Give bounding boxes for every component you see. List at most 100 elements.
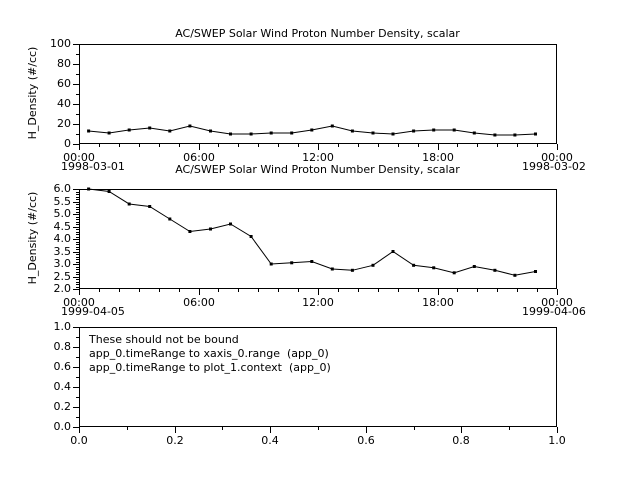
- plot-0-x-tick-label: 18:00: [422, 151, 454, 164]
- plot-1-y-minor-tick: [76, 199, 79, 200]
- plot-1-y-major-tick: [73, 252, 79, 253]
- plot-0-x-end-date: 1998-03-02: [522, 160, 586, 173]
- plot-1-y-major-tick: [73, 214, 79, 215]
- plot-1-y-tick-label: 3.5: [53, 245, 72, 258]
- plot-0-y-tick-label: 60: [57, 77, 71, 90]
- plot-2-frame[interactable]: [79, 327, 557, 427]
- plot-1-y-tick-label: 5.5: [53, 195, 72, 208]
- plot-0-x-minor-tick: [238, 144, 239, 147]
- plot-2-x-minor-tick: [509, 427, 510, 430]
- plot-2-y-major-tick: [73, 327, 79, 328]
- data-point-marker: [412, 263, 416, 267]
- plot-2-y-tick-label: 0.4: [53, 380, 72, 393]
- data-point-marker: [290, 261, 294, 265]
- data-point-marker: [432, 266, 436, 270]
- plot-1-y-minor-tick: [76, 279, 79, 280]
- plot-1-y-minor-tick: [76, 194, 79, 195]
- data-point-marker: [290, 131, 294, 135]
- plot-2-annotation-2: app_0.timeRange to plot_1.context (app_0…: [89, 361, 331, 374]
- plot-1-series-points: [87, 187, 537, 277]
- plot-1-x-tick-label: 00:00: [541, 296, 573, 309]
- plot-1-y-minor-tick: [76, 219, 79, 220]
- data-point-marker: [493, 268, 497, 272]
- plot-2-x-tick-label: 0.2: [166, 434, 184, 447]
- plot-1-y-tick-label: 2.0: [53, 282, 72, 295]
- plot-1-x-minor-tick: [119, 289, 120, 292]
- plot-1-x-tick-label: 12:00: [302, 296, 334, 309]
- plot-0-y-minor-tick: [76, 54, 79, 55]
- data-point-marker: [148, 126, 152, 130]
- plot-1-x-minor-tick: [537, 289, 538, 292]
- plot-2-x-tick-label: 0.8: [452, 434, 470, 447]
- plot-2-x-major-tick: [270, 427, 271, 433]
- plot-2-y-major-tick: [73, 427, 79, 428]
- plot-1-x-minor-tick: [497, 289, 498, 292]
- plot-0-x-minor-tick: [218, 144, 219, 147]
- plot-0-title: AC/SWEP Solar Wind Proton Number Density…: [175, 27, 460, 40]
- data-point-marker: [188, 230, 192, 233]
- data-point-marker: [513, 273, 517, 277]
- data-point-marker: [391, 250, 395, 253]
- plot-1-y-major-tick: [73, 189, 79, 190]
- plot-0-y-major-tick: [73, 44, 79, 45]
- plot-1-data-layer: [87, 187, 537, 277]
- plot-2-y-major-tick: [73, 387, 79, 388]
- plot-1-x-major-tick: [318, 289, 319, 295]
- plot-0-y-major-tick: [73, 144, 79, 145]
- plot-1-x-minor-tick: [238, 289, 239, 292]
- plot-1-x-minor-tick: [477, 289, 478, 292]
- plot-1-y-minor-tick: [76, 222, 79, 223]
- plot-1-x-minor-tick: [378, 289, 379, 292]
- plot-2-x-minor-tick: [318, 427, 319, 430]
- plot-0-x-minor-tick: [517, 144, 518, 147]
- plot-1-x-major-tick: [438, 289, 439, 295]
- plot-0-x-minor-tick: [179, 144, 180, 147]
- plot-1-x-minor-tick: [218, 289, 219, 292]
- plot-1-y-major-tick: [73, 264, 79, 265]
- data-point-marker: [229, 132, 232, 136]
- data-point-marker: [209, 227, 212, 231]
- plot-1-y-major-tick: [73, 277, 79, 278]
- data-point-marker: [188, 124, 192, 128]
- plot-1-y-minor-tick: [76, 262, 79, 263]
- plot-1-y-major-tick: [73, 202, 79, 203]
- plot-1-frame[interactable]: [79, 189, 557, 289]
- data-point-marker: [432, 128, 436, 132]
- plot-1-x-tick-label: 06:00: [183, 296, 215, 309]
- plot-0-x-major-tick: [199, 144, 200, 150]
- plot-0-y-major-tick: [73, 104, 79, 105]
- plot-2-y-tick-label: 0.6: [53, 360, 72, 373]
- data-point-marker: [452, 128, 456, 132]
- plot-1-y-minor-tick: [76, 197, 79, 198]
- plot-2-x-major-tick: [175, 427, 176, 433]
- plot-1-y-minor-tick: [76, 247, 79, 248]
- plot-0-frame[interactable]: [79, 44, 557, 144]
- plot-1-x-tick-label: 00:00: [63, 296, 95, 309]
- plot-1-y-minor-tick: [76, 217, 79, 218]
- plot-2-x-minor-tick: [222, 427, 223, 430]
- plot-0-x-major-tick: [79, 144, 80, 150]
- plot-0-y-minor-tick: [76, 74, 79, 75]
- plot-1-x-minor-tick: [99, 289, 100, 292]
- data-point-marker: [168, 217, 172, 221]
- plot-2-x-tick-label: 0.0: [70, 434, 88, 447]
- plot-2-y-minor-tick: [76, 377, 79, 378]
- data-point-marker: [87, 129, 91, 133]
- plot-0-x-minor-tick: [298, 144, 299, 147]
- plot-0-y-major-tick: [73, 124, 79, 125]
- plot-1-x-minor-tick: [457, 289, 458, 292]
- plot-1-y-tick-label: 4.5: [53, 220, 72, 233]
- plot-2-annotation-1: app_0.timeRange to xaxis_0.range (app_0): [89, 347, 329, 360]
- data-point-marker: [350, 268, 354, 272]
- plot-0-x-tick-label: 12:00: [302, 151, 334, 164]
- plot-1-y-minor-tick: [76, 234, 79, 235]
- plot-0-x-major-tick: [557, 144, 558, 150]
- plot-2-y-minor-tick: [76, 337, 79, 338]
- plot-2-x-major-tick: [79, 427, 80, 433]
- plot-1-y-minor-tick: [76, 204, 79, 205]
- plot-0-x-minor-tick: [537, 144, 538, 147]
- plot-0-x-minor-tick: [457, 144, 458, 147]
- plot-0-x-tick-label: 06:00: [183, 151, 215, 164]
- plot-0-y-major-tick: [73, 64, 79, 65]
